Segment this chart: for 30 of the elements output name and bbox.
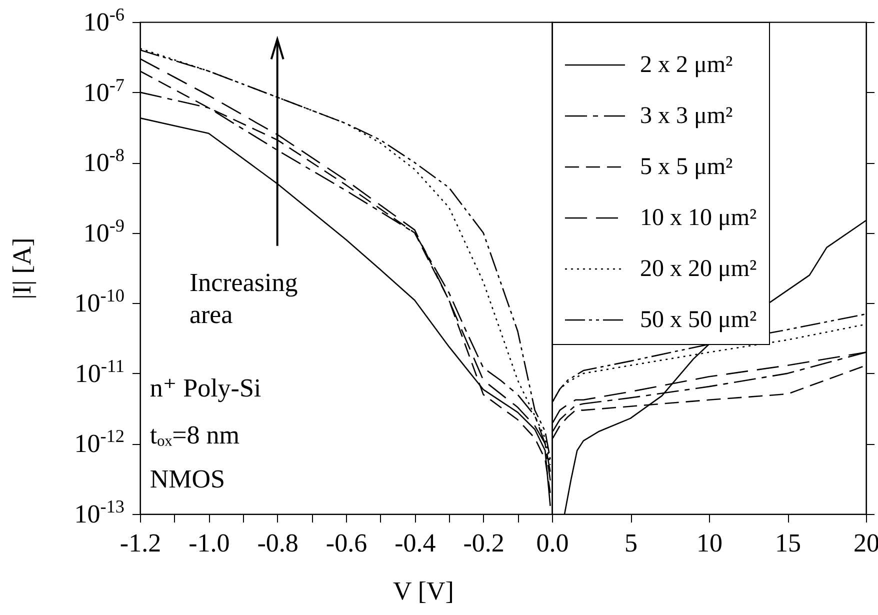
legend-label: 20 x 20 μm² [640,256,757,282]
x-tick-label: -1.0 [188,528,230,558]
legend-label: 10 x 10 μm² [640,205,757,231]
x-tick-label: -0.8 [257,528,298,558]
legend-label: 2 x 2 μm² [640,52,733,78]
x-tick-label: -1.2 [120,528,162,558]
legend-label: 3 x 3 μm² [640,103,733,129]
y-tick-label: 10$^{-7}$ [83,74,124,107]
annotation: tₒₓ=8 nm [150,420,240,450]
x-tick-label: 0.0 [536,528,569,558]
y-tick-label: 10$^{-12}$ [74,426,124,458]
y-tick-label: 10$^{-13}$ [74,496,124,528]
annotation: n⁺ Poly-Si [150,374,262,403]
annotation: Increasing area [189,268,298,329]
x-tick-label: -0.6 [326,528,368,558]
x-tick-label: -0.2 [463,528,504,558]
annotation: NMOS [150,464,226,494]
y-tick-label: 10$^{-9}$ [83,215,124,248]
legend-label: 5 x 5 μm² [640,154,733,180]
legend-label: 50 x 50 μm² [640,307,757,333]
x-tick-label: -0.4 [394,528,436,558]
y-tick-label: 10$^{-10}$ [74,286,124,318]
x-tick-label: 15 [775,528,801,558]
x-tick-label: 10 [696,528,722,558]
x-axis-title: V [V] [393,576,454,606]
y-axis-title: |I| [A] [8,238,36,300]
y-tick-label: 10$^{-8}$ [83,145,124,178]
x-tick-label: 5 [624,528,638,558]
y-tick-label: 10$^{-11}$ [74,356,124,388]
y-tick-label: 10$^{-6}$ [83,4,124,36]
